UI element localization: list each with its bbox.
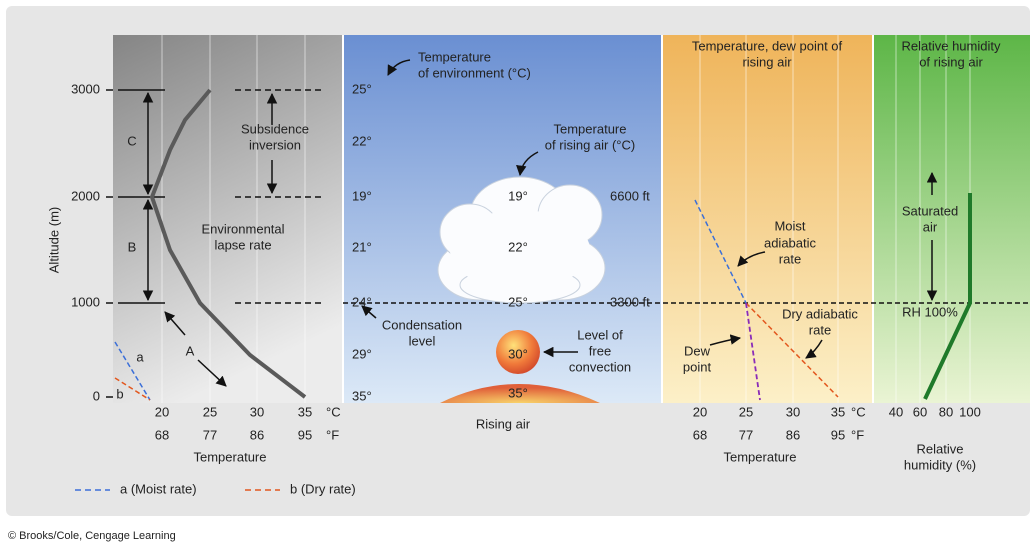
label: Condensation (382, 317, 462, 332)
label: a (136, 349, 144, 364)
label: 40 (889, 404, 903, 419)
label: point (683, 359, 712, 374)
label: °C (326, 404, 341, 419)
label: convection (569, 359, 631, 374)
label: 35° (508, 385, 528, 400)
label: humidity (%) (904, 457, 976, 472)
label: 77 (203, 427, 217, 442)
label: B (128, 239, 137, 254)
label: 24° (352, 294, 372, 309)
label: inversion (249, 137, 301, 152)
label: 60 (913, 404, 927, 419)
label: 20 (693, 404, 707, 419)
label: of environment (°C) (418, 65, 531, 80)
label: C (127, 133, 136, 148)
label: A (186, 343, 195, 358)
label: 35 (831, 404, 845, 419)
label: b (Dry rate) (290, 481, 356, 496)
label: °F (326, 427, 339, 442)
label: Temperature (554, 121, 627, 136)
label: 80 (939, 404, 953, 419)
label: 3300 ft (610, 294, 650, 309)
label: 2000 (71, 188, 100, 203)
label: 30 (250, 404, 264, 419)
label: Rising air (476, 416, 531, 431)
label: 35° (352, 388, 372, 403)
label: 19° (508, 188, 528, 203)
label: 95 (298, 427, 312, 442)
label: 25° (352, 81, 372, 96)
label: Dry adiabatic (782, 306, 858, 321)
label: Level of (577, 327, 623, 342)
label: 35 (298, 404, 312, 419)
figure: 0 1000 2000 3000 Altitude (m) 20 68 25 77 30 86 35 9… (0, 0, 1034, 546)
label: 6600 ft (610, 188, 650, 203)
label: 20 (155, 404, 169, 419)
label: Environmental (201, 221, 284, 236)
label: © Brooks/Cole, Cengage Learning (8, 530, 176, 542)
label: adiabatic (764, 235, 817, 250)
panel-humidity (873, 35, 1030, 403)
label: 95 (831, 427, 845, 442)
label: of rising air (°C) (545, 137, 635, 152)
label: °F (851, 427, 864, 442)
label: Relative humidity (902, 38, 1001, 53)
label: 68 (693, 427, 707, 442)
label: b (116, 386, 123, 401)
label: 25 (203, 404, 217, 419)
label: 86 (250, 427, 264, 442)
label: 68 (155, 427, 169, 442)
label: Temperature, dew point of (692, 38, 843, 53)
label: RH 100% (902, 304, 958, 319)
label: Dew (684, 343, 711, 358)
label: Moist (774, 218, 805, 233)
label: 19° (352, 188, 372, 203)
label: 1000 (71, 294, 100, 309)
label: 30 (786, 404, 800, 419)
label: a (Moist rate) (120, 481, 197, 496)
label: 86 (786, 427, 800, 442)
label: rate (809, 322, 831, 337)
label: air (923, 219, 938, 234)
label: 29° (352, 346, 372, 361)
label: rate (779, 251, 801, 266)
label: lapse rate (214, 237, 271, 252)
label: 22° (508, 239, 528, 254)
label: 0 (93, 388, 100, 403)
label: 100 (959, 404, 981, 419)
label: free (589, 343, 611, 358)
label: 77 (739, 427, 753, 442)
label: Subsidence (241, 121, 309, 136)
label: 25° (508, 294, 528, 309)
label: °C (851, 404, 866, 419)
label: 3000 (71, 81, 100, 96)
label: Saturated (902, 203, 958, 218)
label: rising air (742, 54, 792, 69)
page: {"altitude_axis": {"label": "Altitude (m… (0, 0, 1034, 546)
label: Relative (917, 441, 964, 456)
label: Altitude (m) (46, 207, 61, 273)
label: level (409, 333, 436, 348)
label: 30° (508, 346, 528, 361)
label: 25 (739, 404, 753, 419)
label: Temperature (194, 449, 267, 464)
label: 21° (352, 239, 372, 254)
label: Temperature (724, 449, 797, 464)
label: 22° (352, 133, 372, 148)
label: of rising air (919, 54, 983, 69)
label: Temperature (418, 49, 491, 64)
